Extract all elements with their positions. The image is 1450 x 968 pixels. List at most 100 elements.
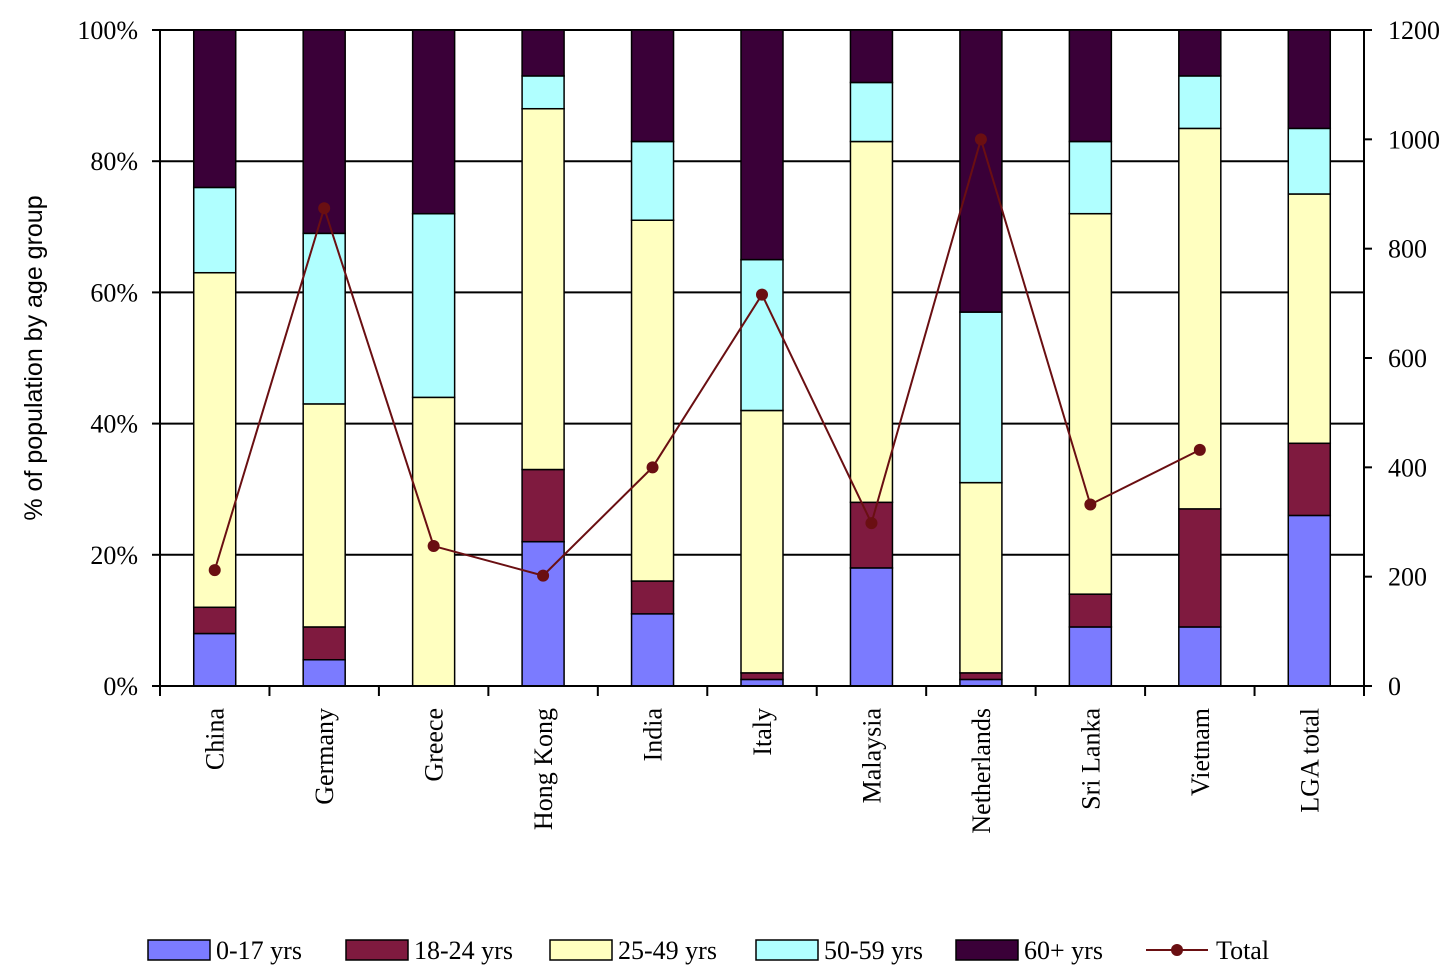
bar-segment bbox=[1178, 626, 1222, 687]
bar-segment bbox=[521, 468, 565, 543]
bar-segment bbox=[1178, 508, 1222, 628]
bar-segment bbox=[302, 29, 346, 235]
y-tick-label: 80% bbox=[90, 147, 138, 176]
axes-layer: 0% 20% 40% 60% 80% 100% 0 200 400 600 800 1000 1200 C… bbox=[77, 16, 1440, 834]
bar-segment bbox=[1068, 140, 1113, 215]
bar-segment bbox=[1068, 29, 1113, 143]
total-line bbox=[213, 135, 1201, 577]
total-point bbox=[1084, 498, 1097, 511]
bar-segment bbox=[849, 567, 894, 687]
bar-segment bbox=[630, 29, 675, 143]
y-tick-label: 60% bbox=[90, 278, 138, 307]
legend-marker bbox=[1171, 944, 1183, 956]
bar-segment bbox=[302, 403, 346, 628]
legend-label: 18-24 yrs bbox=[414, 936, 513, 965]
bar-segment bbox=[302, 232, 346, 405]
bar-segment bbox=[1068, 626, 1113, 687]
bar-segment bbox=[411, 29, 456, 215]
bar-segment bbox=[302, 626, 346, 661]
bar-segment bbox=[521, 75, 565, 110]
bar-segment bbox=[411, 212, 456, 399]
legend-label: Total bbox=[1216, 936, 1269, 965]
bar-segment bbox=[1287, 193, 1332, 445]
total-point bbox=[756, 288, 768, 301]
bar-segment bbox=[192, 632, 237, 687]
bar-segment bbox=[959, 311, 1003, 484]
bar-segment bbox=[630, 219, 675, 582]
legend-label: 60+ yrs bbox=[1024, 936, 1103, 965]
bar-segment bbox=[630, 580, 675, 615]
bar-segment bbox=[849, 81, 894, 143]
total-point bbox=[646, 461, 659, 474]
y2-tick-label: 600 bbox=[1388, 344, 1427, 373]
bar-segment bbox=[302, 659, 346, 687]
bar-segment bbox=[959, 481, 1003, 674]
bar-segment bbox=[192, 271, 237, 609]
bar-segment bbox=[959, 29, 1003, 313]
y2-tick-label: 400 bbox=[1388, 453, 1427, 482]
category-label: Italy bbox=[748, 708, 777, 756]
line-layer bbox=[208, 133, 1206, 582]
legend-swatch bbox=[549, 939, 613, 961]
bar-segment bbox=[630, 613, 675, 687]
bar-segment bbox=[1178, 29, 1222, 77]
total-point bbox=[318, 202, 331, 215]
bar-segment bbox=[192, 186, 237, 274]
total-point bbox=[974, 133, 987, 146]
category-label: Germany bbox=[310, 708, 339, 805]
total-point bbox=[865, 517, 878, 530]
legend-swatch bbox=[755, 939, 819, 961]
y-tick-label: 20% bbox=[90, 541, 138, 570]
bar-segment bbox=[849, 501, 894, 569]
bar-segment bbox=[192, 606, 237, 635]
y-axis-title: % of population by age group bbox=[20, 195, 48, 520]
bar-segment bbox=[849, 29, 894, 84]
y2-tick-label: 1200 bbox=[1388, 16, 1440, 45]
legend-swatch bbox=[955, 939, 1019, 961]
bar-segment bbox=[1287, 127, 1332, 195]
y2-tick-label: 1000 bbox=[1388, 125, 1440, 154]
legend-label: 25-49 yrs bbox=[618, 936, 717, 965]
legend-swatch bbox=[345, 939, 409, 961]
category-label: Greece bbox=[420, 708, 449, 782]
bar-segment bbox=[740, 409, 784, 674]
total-point bbox=[537, 569, 550, 582]
category-label: India bbox=[639, 708, 668, 762]
bars-layer bbox=[192, 29, 1332, 687]
total-point bbox=[1193, 443, 1206, 456]
bar-segment bbox=[740, 672, 784, 681]
y2-tick-label: 200 bbox=[1388, 563, 1427, 592]
category-label: Netherlands bbox=[967, 708, 996, 834]
bar-segment bbox=[1287, 442, 1332, 517]
bar-segment bbox=[1287, 29, 1332, 130]
bar-segment bbox=[1068, 593, 1113, 628]
legend: 0-17 yrs 18-24 yrs 25-49 yrs 50-59 yrs 60+ y… bbox=[147, 936, 1269, 965]
category-label: Malaysia bbox=[857, 708, 886, 804]
bar-segment bbox=[1178, 75, 1222, 130]
bar-segment bbox=[521, 540, 565, 687]
category-label: China bbox=[201, 708, 230, 771]
category-label: Vietnam bbox=[1186, 708, 1215, 796]
bar-segment bbox=[959, 672, 1003, 681]
y2-tick-label: 800 bbox=[1388, 235, 1427, 264]
bar-segment bbox=[521, 107, 565, 471]
legend-label: 50-59 yrs bbox=[824, 936, 923, 965]
y-tick-label: 100% bbox=[77, 16, 138, 45]
y-tick-label: 40% bbox=[90, 410, 138, 439]
legend-swatch bbox=[147, 939, 211, 961]
bar-segment bbox=[849, 140, 894, 504]
bar-segment bbox=[740, 258, 784, 412]
category-label: Hong Kong bbox=[529, 708, 558, 830]
total-point bbox=[208, 564, 221, 577]
bar-segment bbox=[740, 29, 784, 261]
bar-segment bbox=[192, 29, 237, 189]
legend-label: 0-17 yrs bbox=[216, 936, 302, 965]
y2-tick-label: 0 bbox=[1388, 672, 1401, 701]
bar-segment bbox=[1068, 212, 1113, 595]
y-tick-label: 0% bbox=[103, 672, 138, 701]
bar-segment bbox=[521, 29, 565, 77]
category-label: Sri Lanka bbox=[1076, 708, 1105, 810]
bar-segment bbox=[1287, 514, 1332, 687]
